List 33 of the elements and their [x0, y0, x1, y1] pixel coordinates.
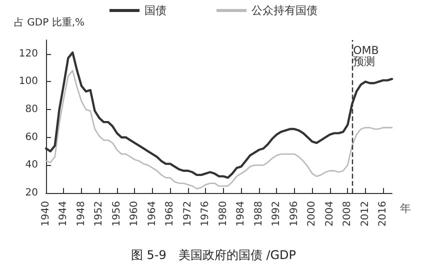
x-tick-label: 1976 [200, 201, 212, 226]
x-tick-label: 1988 [253, 201, 264, 226]
x-axis-title: 年 [400, 202, 411, 215]
x-tick-label: 1984 [236, 201, 247, 226]
x-tick-label: 1948 [76, 201, 87, 226]
x-tick-label: 2004 [324, 201, 336, 226]
x-tick-label: 1952 [94, 201, 105, 226]
y-tick-label: 120 [18, 48, 38, 60]
ref-line-label: OMB 预测 [353, 44, 382, 68]
x-tick-label: 1992 [271, 201, 282, 226]
x-tick-label: 1944 [58, 201, 70, 226]
y-tick-label: 20 [25, 188, 38, 198]
x-tick-label: 1960 [129, 201, 140, 226]
x-tick-label: 1972 [182, 201, 194, 226]
legend-label: 国债 [144, 4, 166, 17]
line-series [45, 70, 393, 190]
y-axis-title: 占 GDP 比重,% [14, 16, 85, 28]
x-tick-label: 2012 [360, 201, 371, 226]
x-tick-label: 2016 [378, 201, 389, 226]
x-tick-label: 2008 [342, 201, 354, 226]
y-tick-label: 80 [25, 104, 38, 116]
y-tick-label: 40 [25, 160, 38, 171]
y-tick-label: 60 [25, 132, 38, 143]
x-tick-label: 1980 [218, 201, 229, 226]
legend-label: 公众持有国债 [252, 4, 318, 17]
x-tick-label: 1968 [164, 201, 176, 226]
x-tick-label: 2000 [306, 201, 318, 226]
x-tick-label: 1964 [146, 201, 158, 226]
y-tick-label: 100 [18, 76, 38, 88]
x-tick-label: 1956 [111, 201, 122, 226]
x-tick-label: 1996 [288, 201, 300, 226]
x-tick-label: 1940 [40, 201, 52, 226]
text: 图 5-9 美国政府的国债 /GDP [130, 248, 296, 262]
